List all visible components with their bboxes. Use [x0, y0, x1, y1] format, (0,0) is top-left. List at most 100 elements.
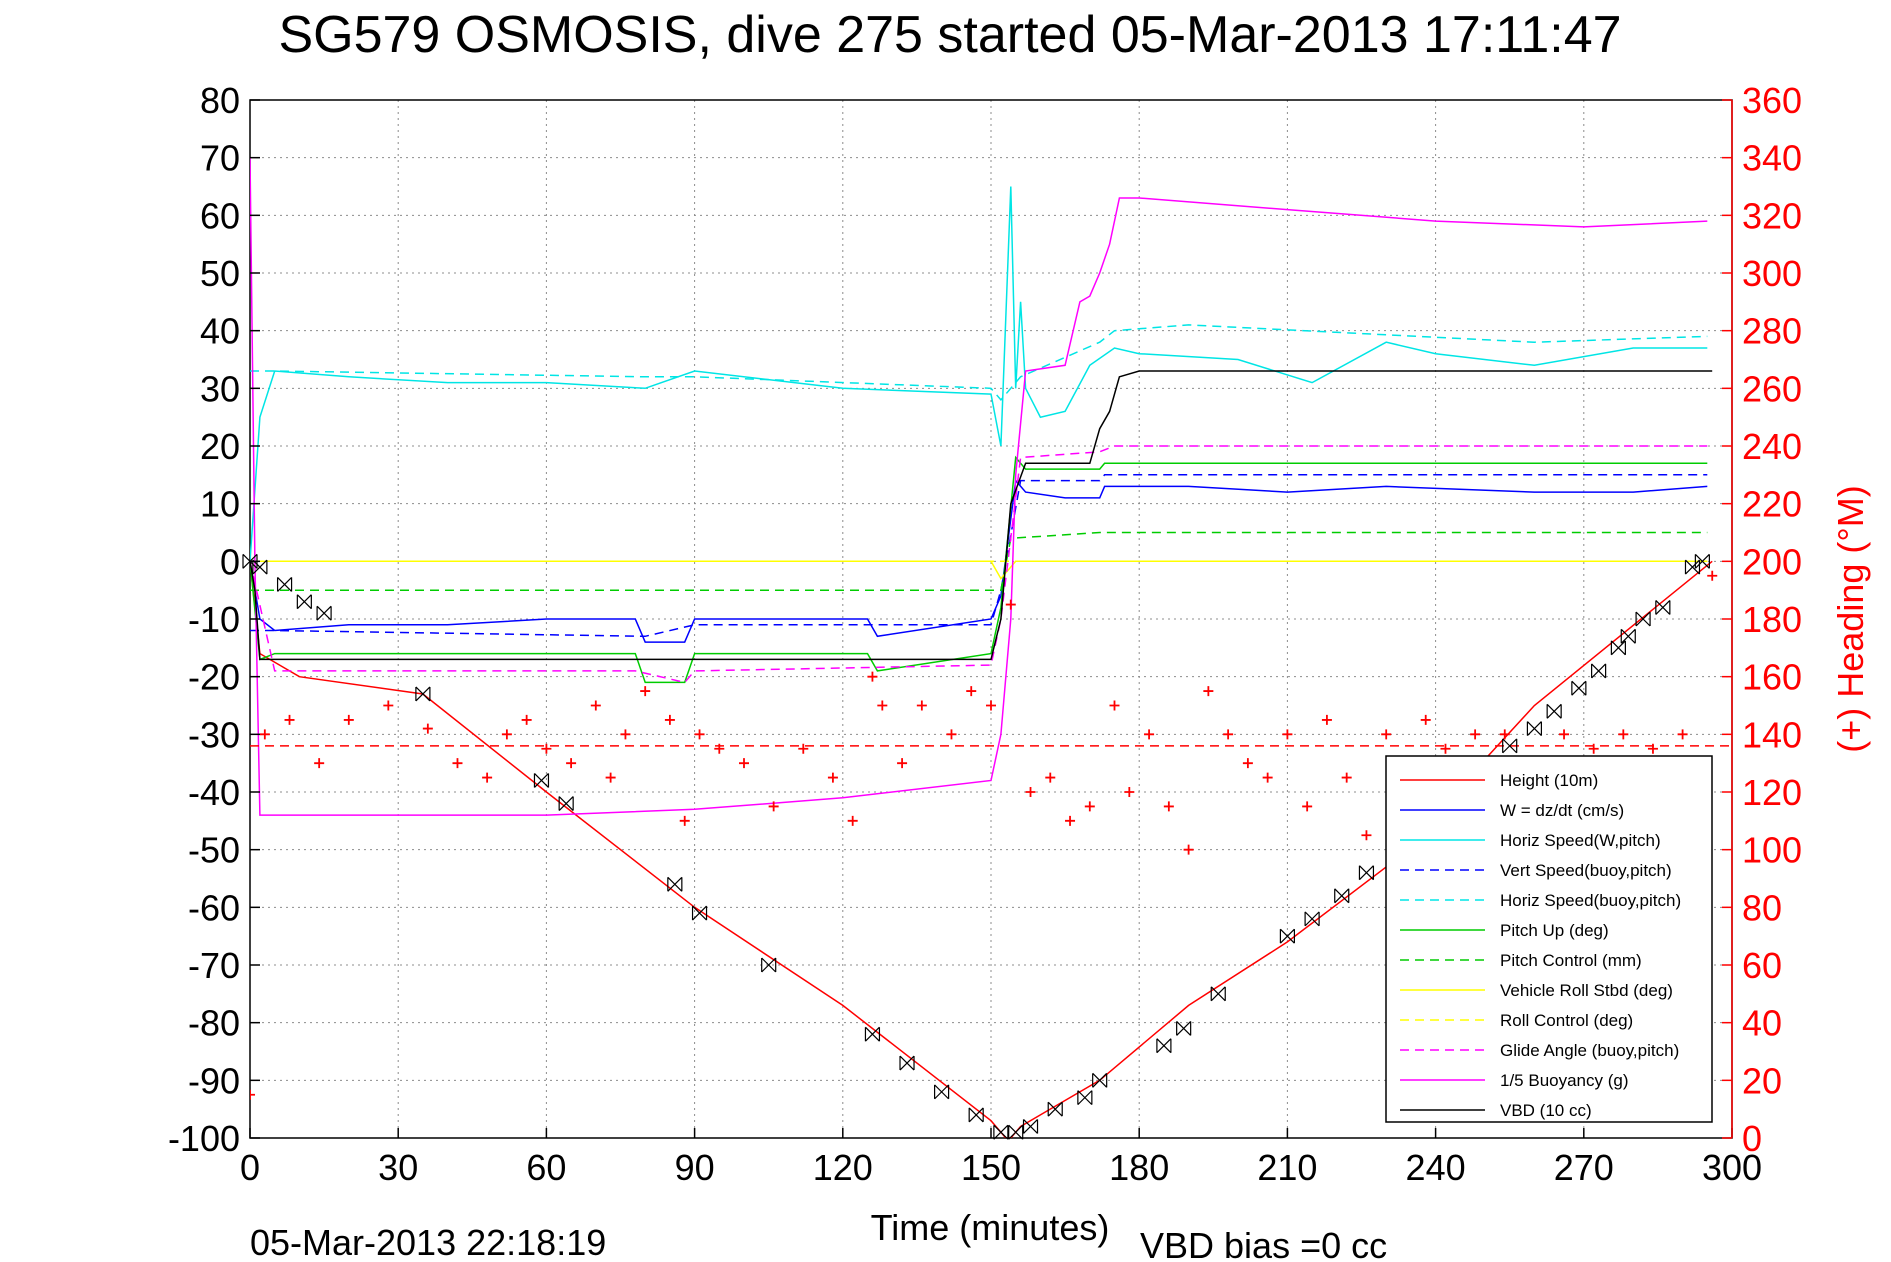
y2-tick-label: 320 — [1742, 195, 1802, 236]
heading-point — [946, 729, 957, 740]
heading-point — [1183, 844, 1194, 855]
y2-tick-label: 140 — [1742, 714, 1802, 755]
vbd-marker — [533, 773, 550, 788]
vbd-marker — [316, 605, 332, 621]
y2-tick-label: 100 — [1742, 830, 1802, 871]
heading-point — [1677, 729, 1688, 740]
y-tick-label: 80 — [200, 80, 240, 121]
heading-point — [521, 714, 532, 725]
heading-point — [694, 729, 705, 740]
heading-point — [452, 758, 463, 769]
vbd-marker — [667, 876, 683, 892]
y2-tick-label: 180 — [1742, 599, 1802, 640]
y-tick-label: -90 — [188, 1060, 240, 1101]
vbd-marker — [864, 1026, 881, 1042]
heading-point — [798, 743, 809, 754]
vbd-marker — [899, 1055, 915, 1071]
heading-point — [827, 772, 838, 783]
legend: Height (10m) W = dz/dt (cm/s) Horiz Speed(… — [1385, 755, 1713, 1123]
series-w-dz-dt-cm-s — [250, 478, 1708, 643]
legend-label: W = dz/dt (cm/s) — [1500, 801, 1624, 820]
x-tick-label: 300 — [1702, 1147, 1762, 1188]
vbd-marker — [276, 576, 293, 592]
heading-point — [1109, 700, 1120, 711]
legend-label: Pitch Up (deg) — [1500, 921, 1609, 940]
heading-point — [1262, 772, 1273, 783]
heading-point — [1470, 729, 1481, 740]
y-tick-label: 60 — [200, 195, 240, 236]
y2-tick-label: 240 — [1742, 426, 1802, 467]
y2-tick-label: 220 — [1742, 484, 1802, 525]
x-tick-label: 60 — [526, 1147, 566, 1188]
x-axis-label: Time (minutes) — [871, 1207, 1110, 1248]
y-tick-label: -40 — [188, 772, 240, 813]
heading-point — [966, 686, 977, 697]
legend-label: Pitch Control (mm) — [1500, 951, 1642, 970]
vbd-marker — [691, 905, 708, 921]
heading-point — [1321, 714, 1332, 725]
heading-point — [605, 772, 616, 783]
vbd-marker — [1279, 928, 1295, 944]
x-tick-label: 240 — [1406, 1147, 1466, 1188]
vbd-marker — [1684, 559, 1701, 575]
y2-tick-label: 60 — [1742, 945, 1782, 986]
y-tick-label: -80 — [188, 1003, 240, 1044]
heading-point — [620, 729, 631, 740]
heading-point — [847, 815, 858, 826]
y2-tick-label: 340 — [1742, 138, 1802, 179]
heading-point — [916, 700, 927, 711]
heading-point — [1559, 729, 1570, 740]
legend-box — [1385, 755, 1713, 1123]
x-tick-label: 210 — [1257, 1147, 1317, 1188]
heading-point — [590, 700, 601, 711]
vbd-marker — [1591, 663, 1607, 679]
legend-label: Horiz Speed(W,pitch) — [1500, 831, 1661, 850]
y-tick-label: 50 — [200, 253, 240, 294]
vbd-marker — [1077, 1090, 1093, 1106]
y2-tick-label: 360 — [1742, 80, 1802, 121]
heading-point — [314, 758, 325, 769]
series-layer — [250, 157, 1732, 1138]
heading-point — [1499, 729, 1510, 740]
y2-tick-label: 80 — [1742, 887, 1782, 928]
vbd-marker — [1047, 1101, 1063, 1117]
vbd-marker — [1176, 1021, 1192, 1036]
legend-label: Height (10m) — [1500, 771, 1598, 790]
heading-point — [1163, 801, 1174, 812]
heading-point — [250, 1089, 255, 1100]
heading-point — [739, 758, 749, 769]
heading-point — [566, 758, 577, 769]
heading-point — [867, 671, 878, 682]
y2-tick-label: 0 — [1742, 1118, 1762, 1159]
vbd-marker — [1156, 1038, 1172, 1054]
vbd-marker — [1092, 1072, 1108, 1088]
heading-point — [422, 723, 433, 734]
y-axis-right-label: (+) Heading (°M) — [1830, 485, 1871, 752]
legend-label: 1/5 Buoyancy (g) — [1500, 1071, 1629, 1090]
heading-point — [1381, 729, 1392, 740]
heading-point — [1302, 801, 1313, 812]
heading-point — [1005, 599, 1016, 610]
vbd-marker — [761, 957, 777, 973]
vbd-marker — [1546, 703, 1562, 719]
series-vert-speed-buoy-pitch — [250, 474, 1708, 638]
y-tick-label: -50 — [188, 830, 240, 871]
series-pitch-up-deg — [250, 455, 1708, 684]
y2-tick-label: 300 — [1742, 253, 1802, 294]
series-1-5-buoyancy-g — [250, 157, 1708, 816]
legend-label: VBD (10 cc) — [1500, 1101, 1592, 1120]
y-tick-label: -30 — [188, 714, 240, 755]
y-tick-label: -10 — [188, 599, 240, 640]
vbd-marker — [1358, 865, 1375, 881]
y-axis-right: 3603403203002802602402202001801601401201… — [1722, 80, 1802, 1159]
vbd-marker — [558, 796, 574, 811]
x-tick-label: 120 — [813, 1147, 873, 1188]
y-tick-label: 0 — [220, 541, 240, 582]
heading-point — [1045, 772, 1056, 783]
series-vbd-10-cc — [250, 370, 1713, 661]
vbd-marker — [1571, 680, 1587, 696]
y-tick-label: -20 — [188, 657, 240, 698]
legend-label: Glide Angle (buoy,pitch) — [1500, 1041, 1679, 1060]
vbd-marker — [415, 686, 431, 702]
series-vehicle-roll-stbd-deg — [250, 560, 1708, 580]
